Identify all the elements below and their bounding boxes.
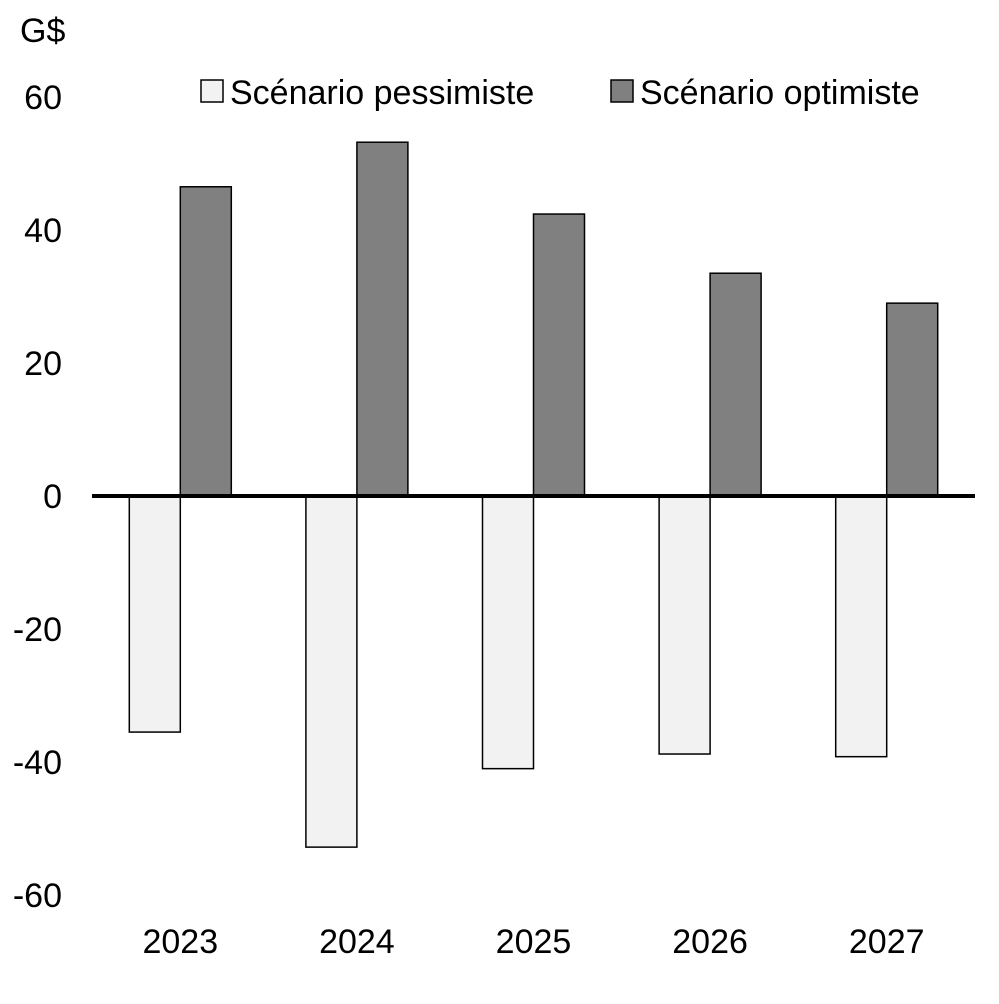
legend-label-pessimiste: Scénario pessimiste xyxy=(230,74,534,112)
y-tick-label: 0 xyxy=(43,478,62,516)
x-category-label: 2026 xyxy=(672,923,748,961)
bar-optimiste xyxy=(532,213,586,497)
bar-optimiste xyxy=(179,186,233,497)
bar-pessimiste xyxy=(128,495,182,733)
x-category-label: 2025 xyxy=(496,923,572,961)
y-axis-ticks: 60 40 20 0 -20 -40 -60 xyxy=(13,79,62,915)
x-category-label: 2023 xyxy=(142,923,218,961)
legend-label-optimiste: Scénario optimiste xyxy=(640,74,920,112)
bar-optimiste xyxy=(356,141,409,497)
y-tick-label: 20 xyxy=(24,345,62,383)
bar-optimiste xyxy=(885,302,939,497)
y-tick-label: 60 xyxy=(24,79,62,117)
y-tick-label: 40 xyxy=(24,212,62,250)
x-axis-labels: 2023 2024 2025 2026 2027 xyxy=(142,923,924,961)
legend: Scénario pessimiste Scénario optimiste xyxy=(200,74,920,112)
x-category-label: 2027 xyxy=(849,923,925,961)
bar-pessimiste xyxy=(658,495,711,755)
bar-pessimiste xyxy=(834,495,888,758)
bar-optimiste xyxy=(709,272,762,497)
x-category-label: 2024 xyxy=(319,923,395,961)
y-tick-label: -40 xyxy=(13,744,62,782)
legend-swatch-pessimiste xyxy=(200,79,224,103)
y-tick-label: -20 xyxy=(13,611,62,649)
bar-pessimiste xyxy=(305,495,358,848)
bar-pessimiste xyxy=(481,495,535,770)
legend-swatch-optimiste xyxy=(610,79,634,103)
y-axis-unit-label: G$ xyxy=(20,12,65,50)
y-tick-label: -60 xyxy=(13,877,62,915)
